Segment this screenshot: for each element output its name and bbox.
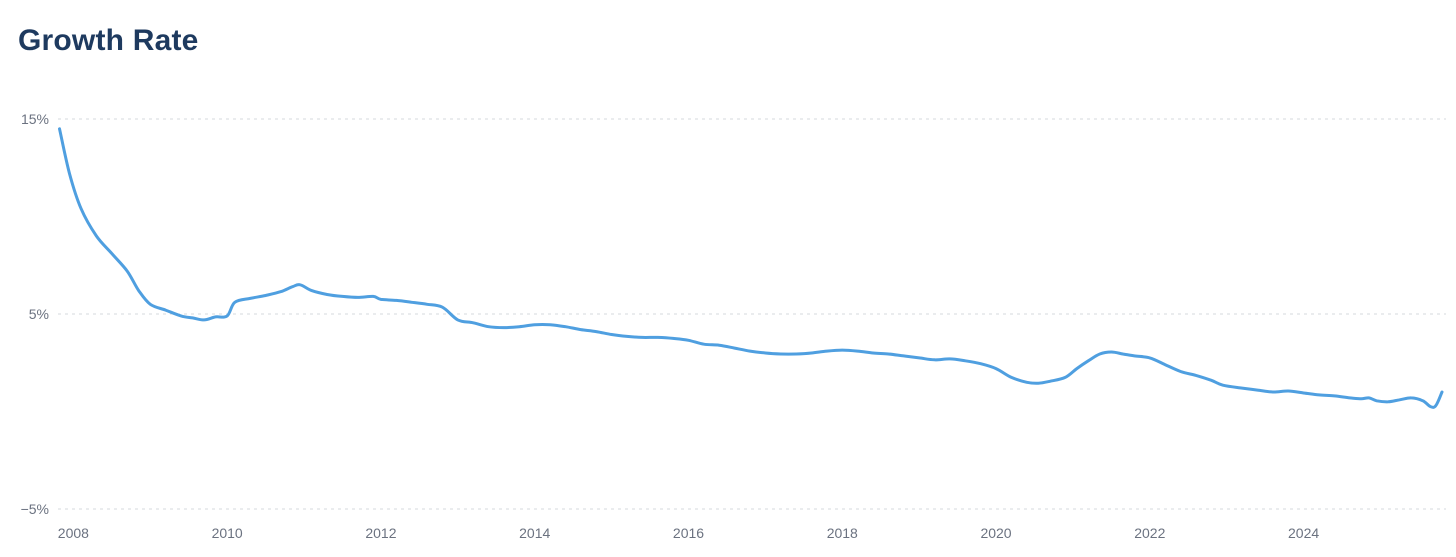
x-tick-label: 2018 xyxy=(827,525,858,541)
x-tick-label: 2022 xyxy=(1134,525,1165,541)
x-tick-label: 2016 xyxy=(673,525,704,541)
series-line-0 xyxy=(58,127,1444,409)
y-tick-label: 15% xyxy=(21,111,49,127)
x-tick-label: 2020 xyxy=(980,525,1011,541)
y-tick-label: 5% xyxy=(29,306,49,322)
x-tick-label: 2008 xyxy=(58,525,89,541)
x-axis-ticks: 2008 2010 2012 2014 2016 2018 2020 2022 2024 xyxy=(58,525,1320,541)
x-tick-label: 2010 xyxy=(212,525,243,541)
y-tick-label: −5% xyxy=(21,501,49,517)
series-layer xyxy=(58,127,1444,409)
x-tick-label: 2012 xyxy=(365,525,396,541)
x-tick-label: 2024 xyxy=(1288,525,1319,541)
grid-lines xyxy=(58,118,1446,510)
y-axis-ticks: 15% 5% −5% xyxy=(21,111,49,517)
chart-title: Growth Rate xyxy=(18,24,199,57)
x-tick-label: 2014 xyxy=(519,525,550,541)
